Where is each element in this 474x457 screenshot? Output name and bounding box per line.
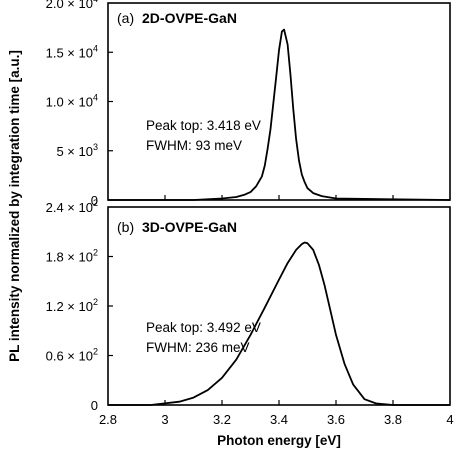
- panel-b-spectrum-line: [108, 241, 450, 406]
- x-axis-label: Photon energy [eV]: [217, 433, 341, 448]
- panel-b-peak-annotation: Peak top: 3.492 eV: [146, 320, 261, 335]
- panel-a-title-prefix: (a): [117, 10, 134, 26]
- x-tick-label: 3.4: [270, 412, 288, 427]
- y-tick-label: 0.6 × 102: [46, 347, 98, 364]
- y-tick-label: 1.5 × 104: [46, 43, 98, 60]
- panel-b-y-tick-labels: 0 0.6 × 102 1.2 × 102 1.8 × 102 2.4 × 102: [46, 198, 98, 413]
- x-tick-label: 3.6: [327, 412, 345, 427]
- y-tick-label: 1.8 × 102: [46, 248, 98, 265]
- x-tick-label: 3.2: [213, 412, 231, 427]
- y-tick-label: 0: [91, 193, 98, 208]
- x-tick-label: 3: [161, 412, 168, 427]
- panel-b: 0 0.6 × 102 1.2 × 102 1.8 × 102 2.4 × 102 2.…: [46, 198, 454, 427]
- y-tick-label: 1.2 × 102: [46, 297, 98, 314]
- panel-a-title-sample: 2D-OVPE-GaN: [142, 10, 237, 26]
- panel-b-title: (b) 3D-OVPE-GaN: [117, 219, 237, 235]
- panel-a-spectrum-line: [108, 28, 451, 201]
- panel-a-title: (a) 2D-OVPE-GaN: [117, 10, 237, 26]
- y-tick-label: 2.4 × 102: [46, 198, 98, 215]
- panel-a-y-tick-labels: 0 5 × 103 1.0 × 104 1.5 × 104 2.0 × 104: [46, 0, 98, 208]
- panel-b-title-prefix: (b): [117, 219, 134, 235]
- panel-b-fwhm-annotation: FWHM: 236 meV: [146, 340, 250, 355]
- y-tick-label: 0: [91, 398, 98, 413]
- panel-a-frame: [107, 2, 451, 201]
- panel-b-title-sample: 3D-OVPE-GaN: [142, 219, 237, 235]
- x-tick-label: 2.8: [99, 412, 117, 427]
- y-tick-label: 5 × 103: [56, 142, 98, 159]
- x-tick-label: 4: [446, 412, 453, 427]
- y-tick-label: 2.0 × 104: [46, 0, 98, 11]
- y-axis-label: PL intensity normalized by integration t…: [7, 50, 22, 362]
- x-tick-labels: 2.8 3 3.2 3.4 3.6 3.8 4: [99, 412, 454, 427]
- y-tick-label: 1.0 × 104: [46, 93, 98, 110]
- panel-a: 0 5 × 103 1.0 × 104 1.5 × 104 2.0 × 104 (a) …: [46, 0, 451, 208]
- panel-b-frame: [107, 206, 451, 406]
- panel-a-peak-annotation: Peak top: 3.418 eV: [146, 118, 261, 133]
- panel-a-fwhm-annotation: FWHM: 93 meV: [146, 138, 242, 153]
- x-tick-label: 3.8: [384, 412, 402, 427]
